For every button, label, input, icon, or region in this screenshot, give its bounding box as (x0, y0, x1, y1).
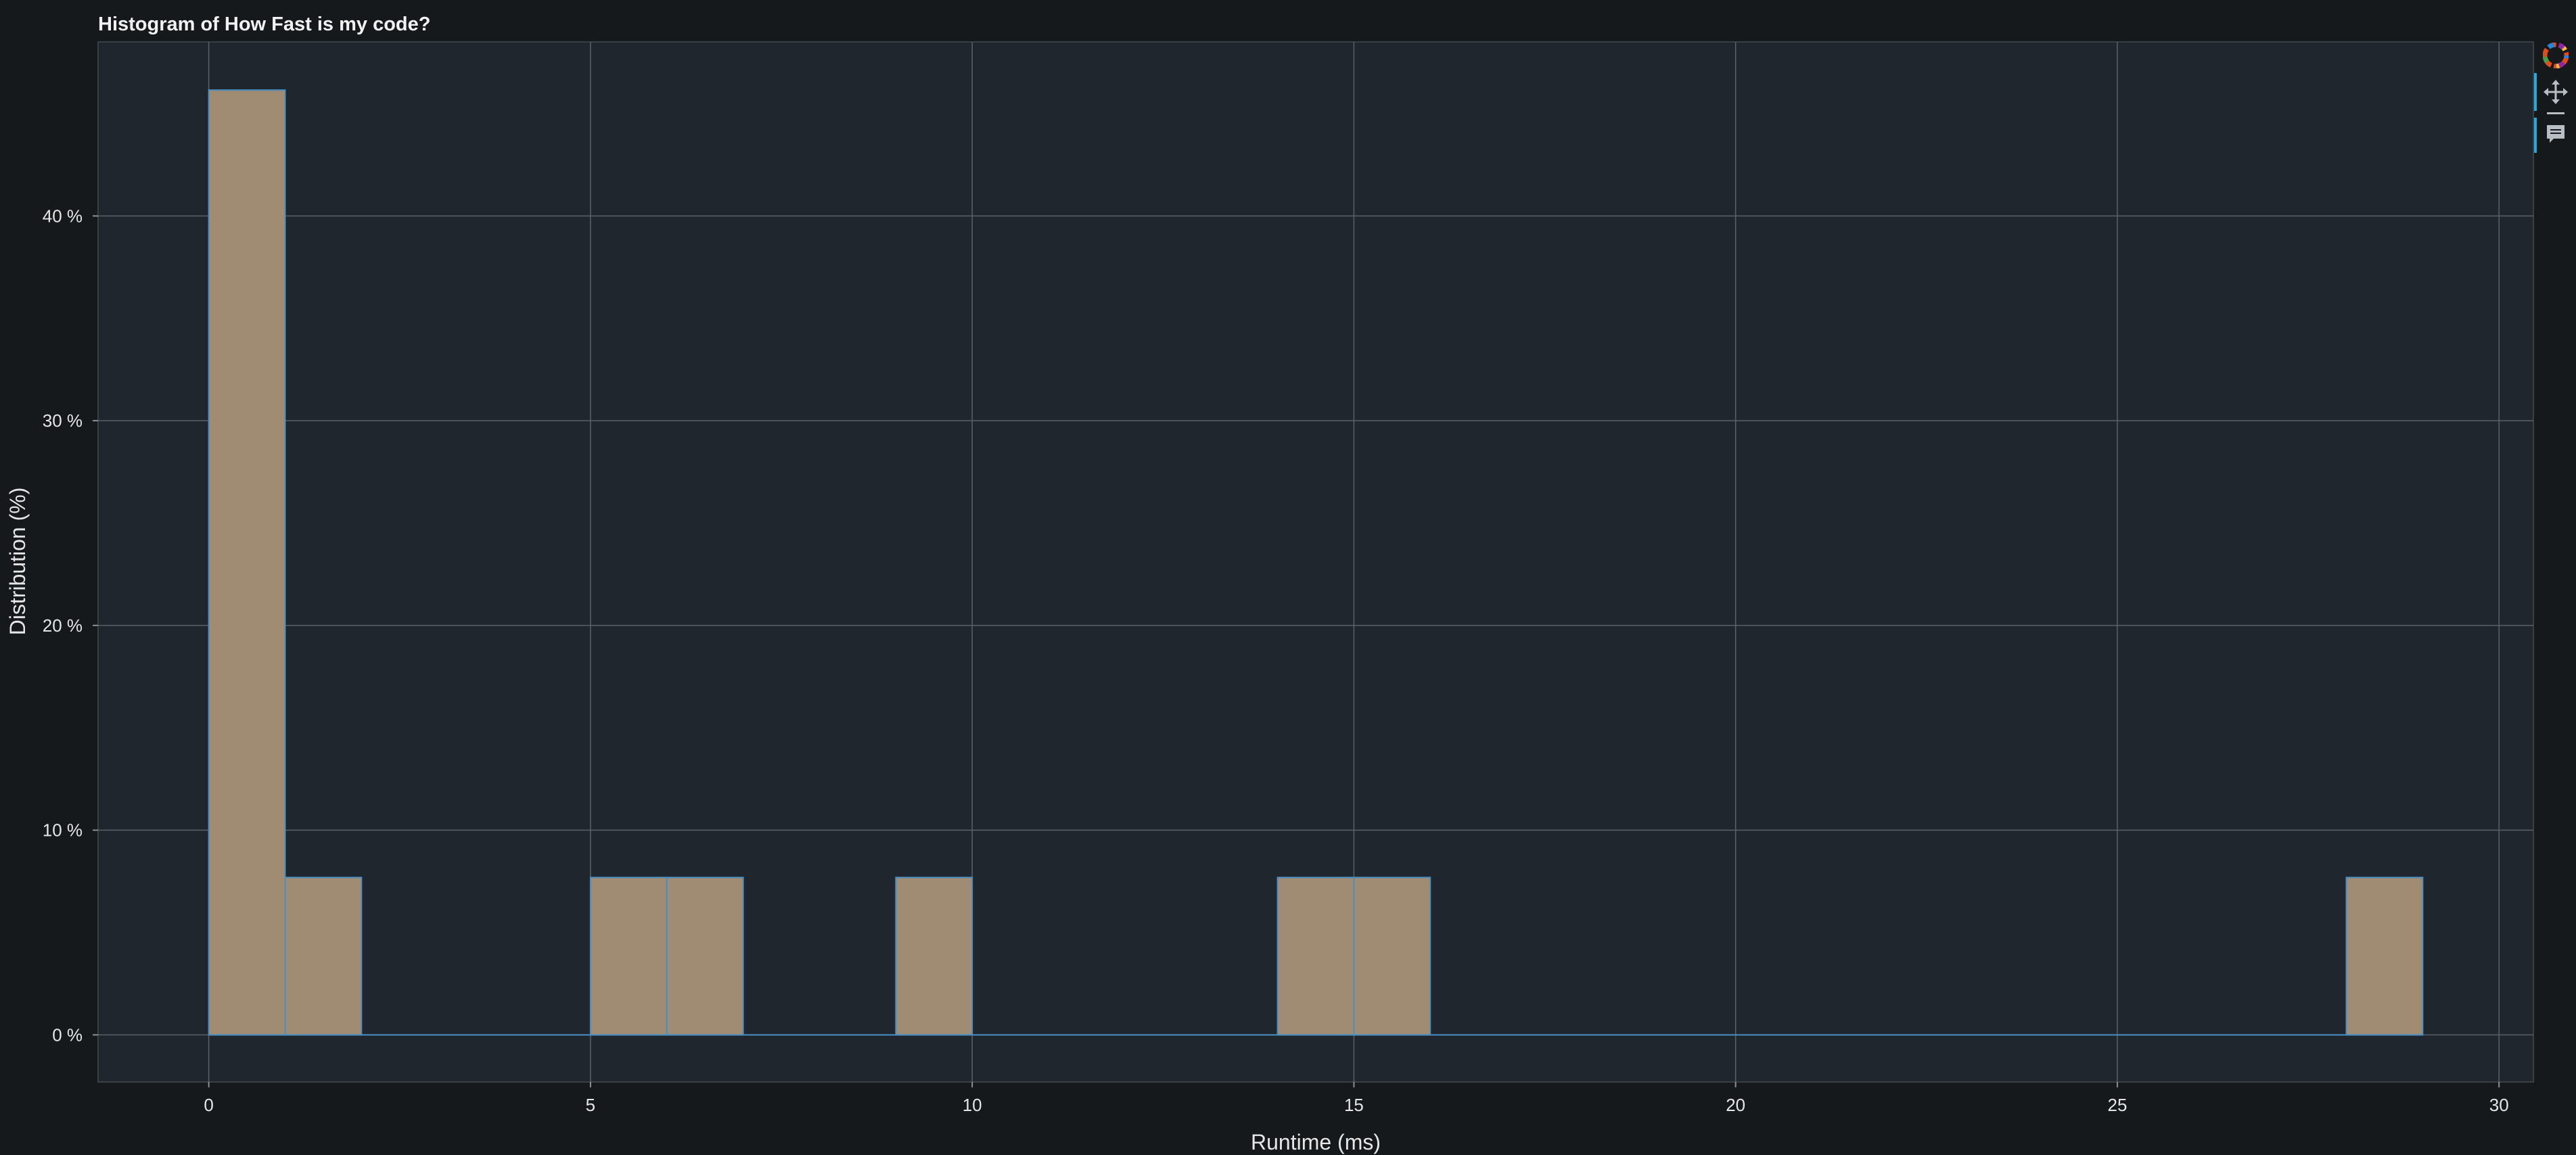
x-tick-label: 30 (2489, 1095, 2509, 1115)
toolbar-active-indicator (2534, 73, 2537, 111)
x-tick-label: 25 (2107, 1095, 2127, 1115)
bokeh-logo-icon[interactable] (2541, 41, 2571, 70)
hover-tooltip-icon[interactable] (2541, 119, 2571, 149)
x-tick-label: 15 (1344, 1095, 1364, 1115)
wheel-zoom-icon[interactable] (2541, 107, 2571, 120)
chart-title: Histogram of How Fast is my code? (98, 14, 430, 35)
y-tick-label: 30 % (43, 410, 83, 431)
x-axis-label: Runtime (ms) (1251, 1130, 1381, 1154)
histogram-bar[interactable] (2345, 876, 2424, 1036)
histogram-bar[interactable] (666, 876, 744, 1036)
x-tick-label: 20 (1726, 1095, 1745, 1115)
chart-toolbar (2533, 38, 2573, 166)
histogram-bar[interactable] (1276, 876, 1355, 1036)
histogram-bar[interactable] (284, 876, 363, 1036)
toolbar-active-indicator (2534, 118, 2537, 153)
x-tick-label: 0 (204, 1095, 213, 1115)
histogram-bar[interactable] (895, 876, 973, 1036)
y-tick-label: 40 % (43, 206, 83, 226)
y-tick-label: 0 % (52, 1024, 83, 1045)
x-tick-label: 10 (963, 1095, 982, 1115)
pan-icon[interactable] (2541, 77, 2571, 107)
histogram-bars (208, 89, 2424, 1036)
y-axis-ticks: 0 % 10 % 20 % 30 % 40 % (43, 206, 98, 1045)
histogram-bar[interactable] (589, 876, 668, 1036)
histogram-bar[interactable] (208, 89, 286, 1036)
histogram-bar[interactable] (1353, 876, 1431, 1036)
y-tick-label: 20 % (43, 615, 83, 636)
y-axis-label: Distribution (%) (5, 488, 30, 636)
x-axis-ticks: 0 5 10 15 20 25 30 (204, 1082, 2509, 1115)
x-tick-label: 5 (586, 1095, 595, 1115)
y-tick-label: 10 % (43, 820, 83, 841)
